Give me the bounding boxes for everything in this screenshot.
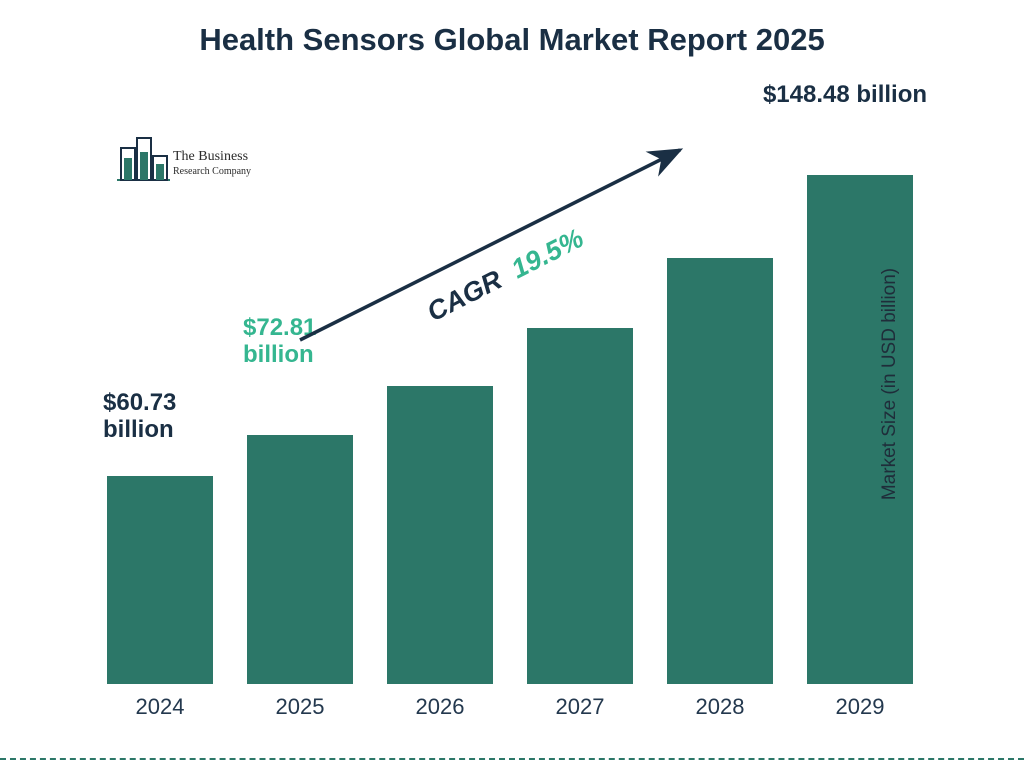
x-axis-tick-label: 2025 [247,694,353,720]
bar [527,328,633,684]
bar [387,386,493,684]
bar [247,435,353,684]
y-axis-label: Market Size (in USD billion) [879,268,901,500]
x-axis-tick-label: 2024 [107,694,213,720]
x-axis-tick-label: 2027 [527,694,633,720]
bar-value-label: $60.73billion [103,389,217,444]
x-axis-tick-label: 2026 [387,694,493,720]
x-axis-tick-label: 2029 [807,694,913,720]
x-axis-tick-label: 2028 [667,694,773,720]
y-axis-label-text: Market Size (in USD billion) [879,268,900,500]
bar [107,476,213,684]
chart-canvas: Health Sensors Global Market Report 2025… [0,0,1024,768]
chart-title: Health Sensors Global Market Report 2025 [0,22,1024,58]
bottom-dashed-rule [0,758,1024,760]
chart-title-text: Health Sensors Global Market Report 2025 [199,22,824,57]
plot-area: 202420252026202720282029$60.73billion$72… [90,130,930,720]
bar-value-label: $148.48 billion [747,81,943,109]
